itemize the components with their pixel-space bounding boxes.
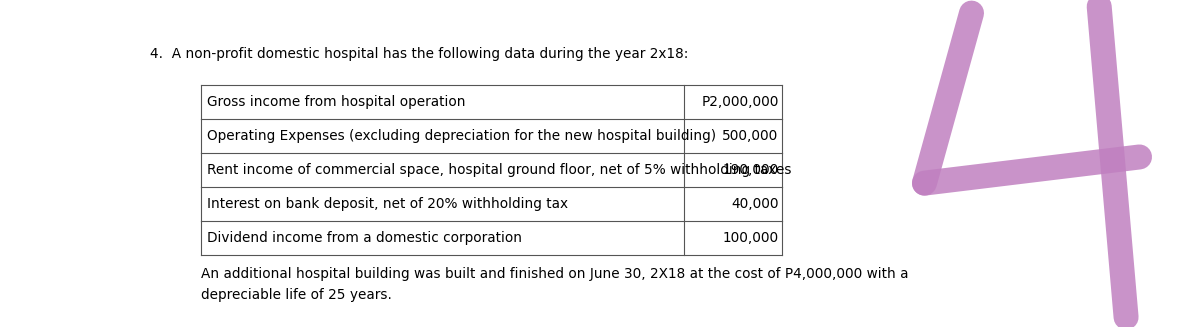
Text: 4.  A non-profit domestic hospital has the following data during the year 2x18:: 4. A non-profit domestic hospital has th… — [150, 47, 689, 61]
Text: An additional hospital building was built and finished on June 30, 2X18 at the c: An additional hospital building was buil… — [202, 267, 908, 302]
Text: 190,000: 190,000 — [722, 163, 779, 177]
Text: Dividend income from a domestic corporation: Dividend income from a domestic corporat… — [206, 231, 522, 245]
Text: Gross income from hospital operation: Gross income from hospital operation — [206, 95, 466, 109]
Text: P2,000,000: P2,000,000 — [701, 95, 779, 109]
Text: 40,000: 40,000 — [731, 197, 779, 211]
Text: 500,000: 500,000 — [722, 129, 779, 143]
Text: Rent income of commercial space, hospital ground floor, net of 5% withholding ta: Rent income of commercial space, hospita… — [206, 163, 791, 177]
Text: Interest on bank deposit, net of 20% withholding tax: Interest on bank deposit, net of 20% wit… — [206, 197, 568, 211]
Text: 100,000: 100,000 — [722, 231, 779, 245]
Text: Operating Expenses (excluding depreciation for the new hospital building): Operating Expenses (excluding depreciati… — [206, 129, 716, 143]
